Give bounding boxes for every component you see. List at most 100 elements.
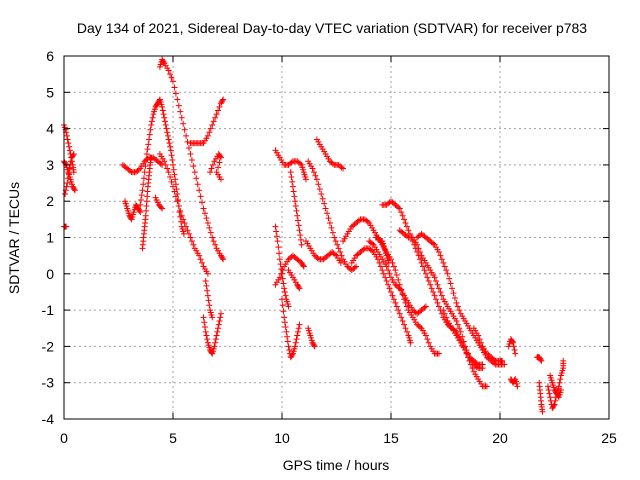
- data-point: [388, 256, 394, 263]
- data-point: [187, 234, 194, 241]
- data-point: [454, 321, 461, 328]
- data-point: [279, 267, 286, 274]
- data-point: [430, 288, 437, 295]
- data-point: [180, 216, 187, 223]
- data-point: [382, 274, 389, 281]
- series-track-15: [200, 310, 224, 357]
- data-point: [424, 336, 431, 343]
- data-point: [285, 343, 292, 350]
- data-point: [171, 84, 178, 91]
- data-point: [325, 215, 332, 222]
- data-point: [434, 281, 441, 288]
- data-point: [199, 199, 206, 206]
- data-point: [160, 59, 167, 66]
- data-point: [405, 227, 412, 234]
- data-point: [137, 201, 144, 208]
- data-point: [398, 209, 405, 216]
- data-point: [338, 252, 345, 259]
- data-point: [288, 174, 295, 180]
- data-point: [70, 152, 77, 159]
- data-point: [140, 175, 147, 182]
- data-point: [422, 332, 429, 339]
- data-point: [204, 219, 211, 226]
- data-point: [501, 361, 508, 368]
- data-point: [360, 246, 367, 253]
- data-point: [399, 212, 406, 219]
- y-tick-label: 3: [46, 157, 54, 173]
- data-point: [156, 97, 163, 104]
- data-point: [165, 169, 172, 176]
- y-tick-label: 2: [46, 193, 54, 209]
- data-point: [551, 401, 558, 408]
- data-point: [289, 351, 296, 358]
- data-point: [144, 155, 151, 162]
- data-point: [196, 187, 203, 194]
- data-point: [287, 169, 294, 176]
- data-point: [331, 234, 338, 241]
- data-point: [209, 121, 216, 128]
- data-point: [289, 178, 296, 185]
- data-point: [298, 241, 305, 248]
- data-point: [149, 114, 156, 121]
- data-point: [460, 338, 467, 345]
- data-point: [321, 200, 328, 207]
- data-point: [162, 121, 169, 128]
- ticks: [63, 55, 610, 420]
- data-point: [209, 161, 216, 168]
- data-point: [297, 236, 304, 243]
- data-point: [545, 386, 552, 393]
- data-point: [388, 288, 394, 295]
- data-point: [414, 241, 421, 248]
- data-point: [324, 210, 331, 217]
- data-point: [63, 183, 70, 190]
- data-point: [435, 303, 442, 310]
- data-point: [213, 111, 220, 118]
- x-tick-label: 5: [169, 430, 177, 446]
- data-point: [199, 259, 206, 266]
- data-point: [282, 324, 289, 331]
- data-point: [207, 169, 214, 176]
- data-point: [194, 181, 201, 188]
- data-point: [283, 328, 290, 335]
- data-point: [217, 314, 224, 321]
- data-point: [205, 297, 212, 304]
- data-point: [165, 67, 172, 74]
- data-point: [491, 356, 498, 363]
- data-point: [66, 147, 73, 154]
- data-point: [396, 310, 403, 317]
- data-point: [332, 238, 339, 245]
- y-tick-label: 1: [46, 230, 54, 246]
- data-point: [510, 339, 517, 346]
- data-point: [453, 317, 460, 324]
- series-track-12: [187, 96, 227, 147]
- data-point: [220, 256, 227, 263]
- data-point: [537, 356, 544, 363]
- data-point: [280, 308, 287, 315]
- data-point: [62, 190, 69, 197]
- data-point: [177, 207, 184, 214]
- y-axis-label: SDTVAR / TECUs: [6, 182, 22, 294]
- data-point: [309, 165, 316, 172]
- data-point: [428, 285, 435, 292]
- data-point: [212, 336, 219, 343]
- data-point: [440, 307, 447, 314]
- data-point: [210, 118, 217, 125]
- data-point: [168, 74, 175, 81]
- data-point: [187, 151, 194, 158]
- data-point: [422, 303, 429, 310]
- data-point: [204, 336, 211, 343]
- data-point: [376, 259, 383, 266]
- data-point: [274, 238, 281, 245]
- data-point: [281, 314, 288, 321]
- data-point: [278, 270, 285, 277]
- data-point: [70, 151, 77, 158]
- data-point: [276, 256, 283, 263]
- data-point: [217, 176, 224, 183]
- data-point: [300, 262, 307, 269]
- data-point: [312, 172, 319, 179]
- data-point: [215, 164, 222, 171]
- data-point: [430, 240, 437, 247]
- data-point: [478, 339, 485, 346]
- x-tick-labels: 0 5 10 15 20 25: [60, 430, 617, 446]
- series-track-36: [507, 376, 521, 390]
